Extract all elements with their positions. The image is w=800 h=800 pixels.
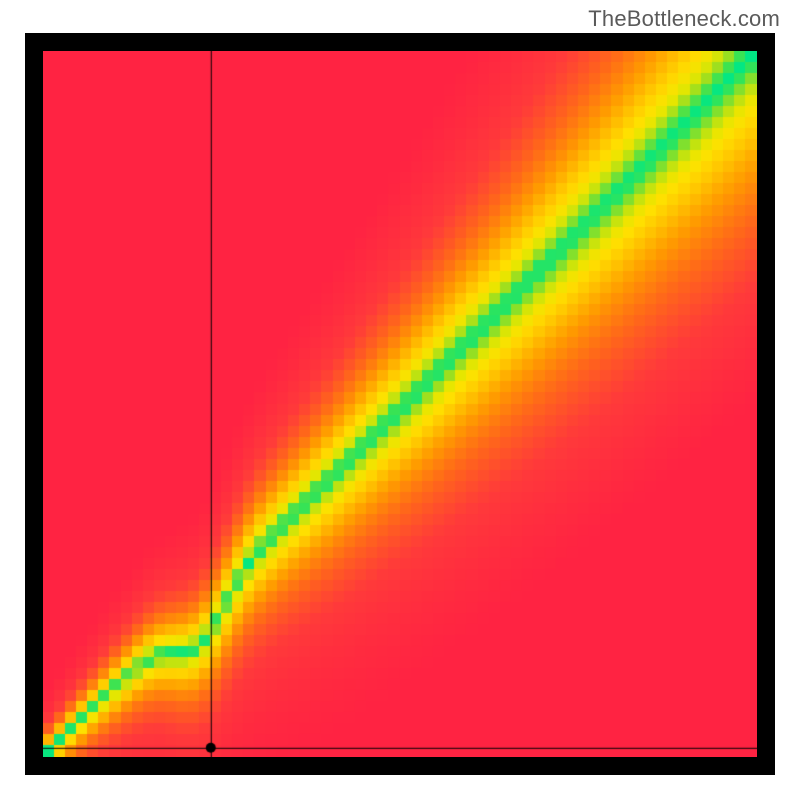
attribution-text: TheBottleneck.com xyxy=(588,6,780,32)
chart-container: TheBottleneck.com xyxy=(0,0,800,800)
heatmap-canvas xyxy=(43,51,757,757)
chart-outer-frame xyxy=(25,33,775,775)
